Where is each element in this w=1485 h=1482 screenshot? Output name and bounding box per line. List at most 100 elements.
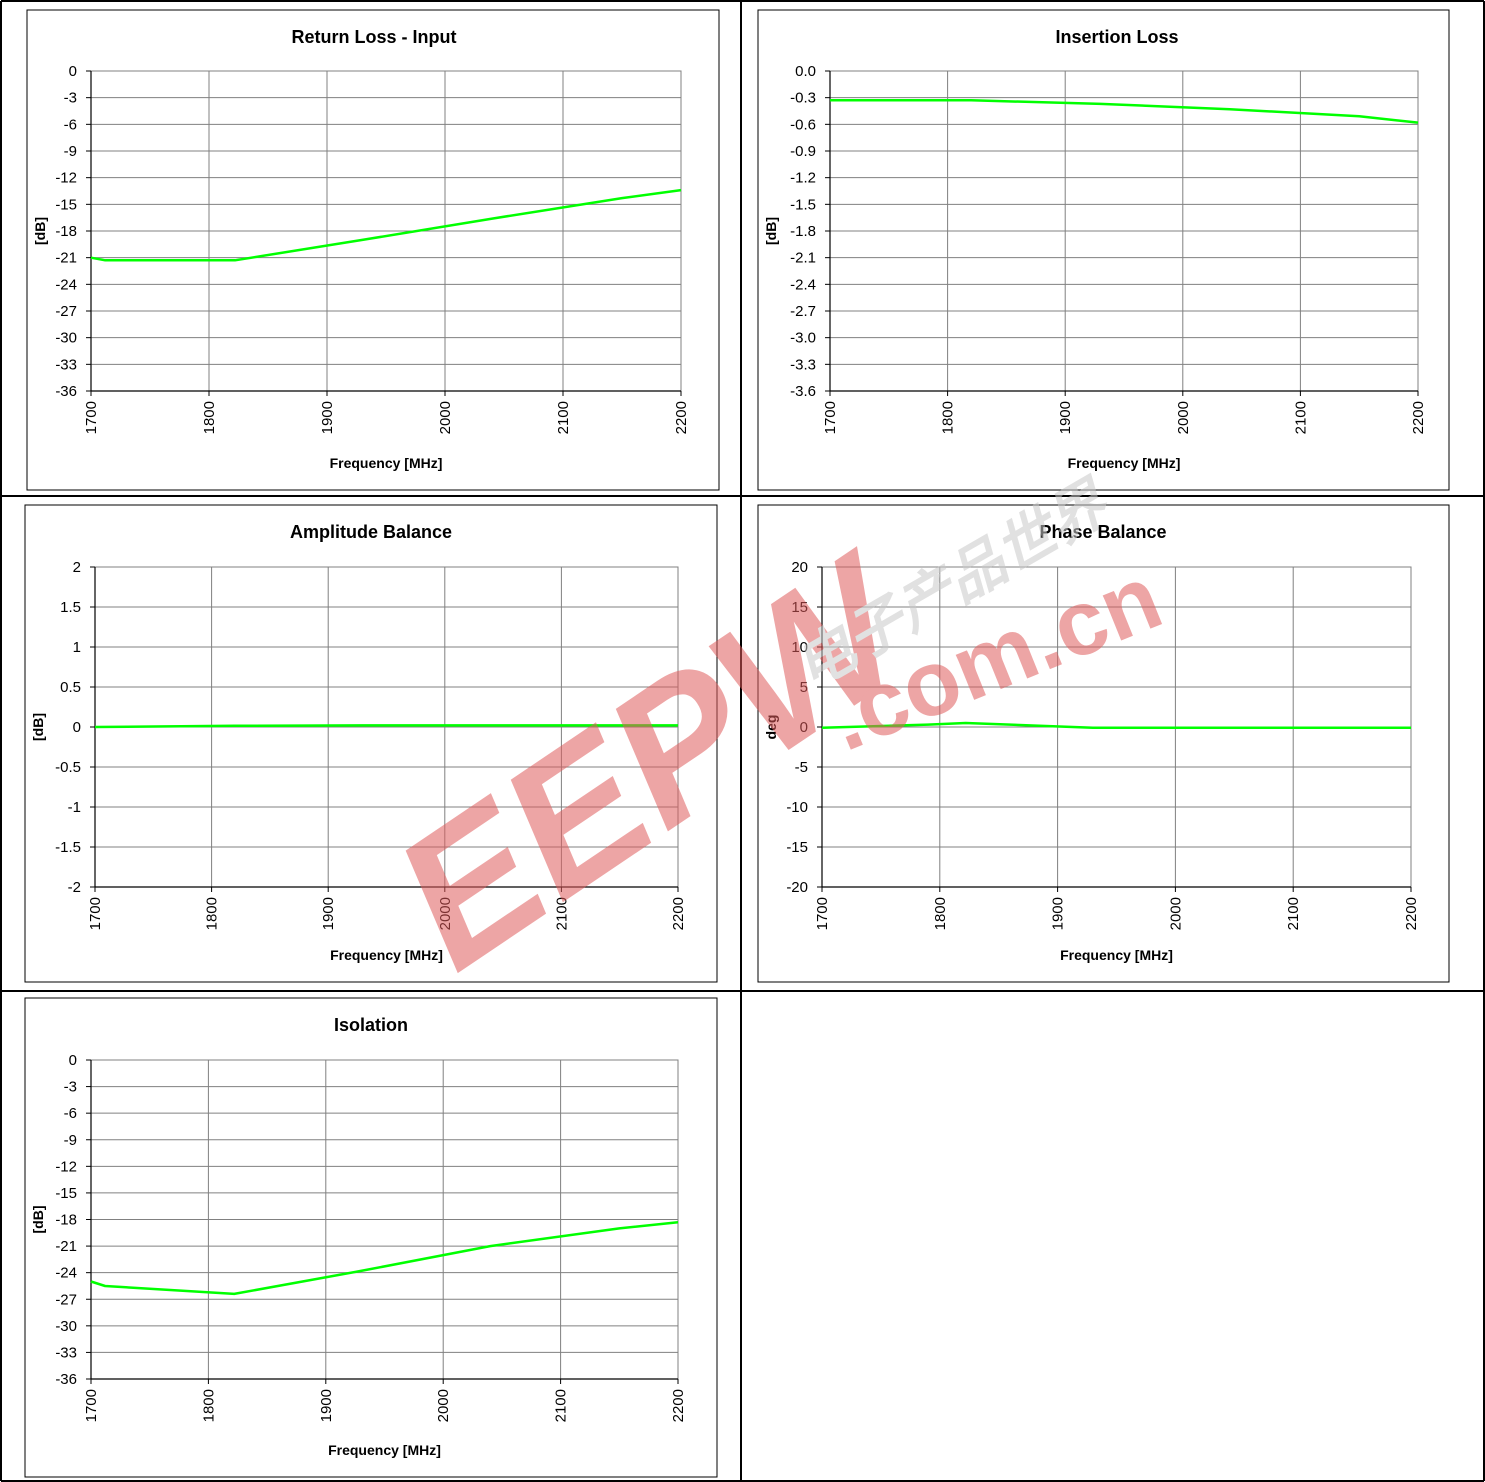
x-tick-label: 1800 [200, 1389, 217, 1422]
y-tick-label: -3 [64, 90, 77, 107]
y-tick-label: 1 [73, 639, 81, 656]
y-tick-label: -2.7 [790, 303, 816, 320]
chart-frame [757, 9, 1450, 491]
x-axis-title: Frequency [MHz] [330, 455, 443, 471]
x-tick-label: 2100 [1285, 897, 1302, 930]
y-axis-title: deg [763, 715, 779, 740]
x-tick-label: 1900 [1057, 401, 1074, 434]
chart-title: Isolation [334, 1015, 408, 1035]
x-tick-label: 2200 [1410, 401, 1427, 434]
y-tick-label: -12 [55, 1158, 77, 1175]
chart-3: 2 1.5 1 0.5 0 -0.5 -1 -1.5 -2 1700 1800 1900 2000 210… [24, 504, 718, 983]
y-tick-label: -2.4 [790, 276, 816, 293]
chart-1: 0 -3 -6 -9 -12 -15 -18 -21 -24 -27 -30 -33 -36 1700 18… [26, 9, 720, 491]
chart-title: Phase Balance [1039, 522, 1166, 542]
y-tick-label: -9 [64, 1132, 77, 1149]
y-tick-label: -0.5 [55, 759, 81, 776]
x-tick-label: 1800 [204, 897, 221, 930]
x-tick-label: 2000 [435, 1389, 452, 1422]
chart-frame [24, 504, 718, 983]
x-tick-label: 2100 [553, 897, 570, 930]
y-tick-label: -1.5 [790, 196, 816, 213]
y-tick-label: 2 [73, 559, 81, 576]
y-tick-label: -27 [55, 1291, 77, 1308]
y-tick-label: -24 [55, 1265, 77, 1282]
y-tick-label: 1.5 [60, 599, 81, 616]
x-axis-title: Frequency [MHz] [330, 947, 443, 963]
y-tick-label: -18 [55, 223, 77, 240]
y-tick-label: -1.8 [790, 223, 816, 240]
y-tick-label: -27 [55, 303, 77, 320]
y-tick-label: 5 [800, 679, 808, 696]
y-tick-label: -1.5 [55, 839, 81, 856]
chart-2: 0.0 -0.3 -0.6 -0.9 -1.2 -1.5 -1.8 -2.1 -2.4 -2.7 -… [757, 9, 1450, 491]
chart-4: 20 15 10 5 0 -5 -10 -15 -20 1700 1800 1900 2000 2100 2… [757, 504, 1450, 983]
y-tick-label: -24 [55, 276, 77, 293]
y-tick-label: -3.3 [790, 356, 816, 373]
x-tick-label: 2100 [555, 401, 572, 434]
x-tick-label: 2200 [670, 1389, 687, 1422]
y-tick-label: -15 [55, 196, 77, 213]
x-tick-label: 2100 [553, 1389, 570, 1422]
y-tick-label: -6 [64, 116, 77, 133]
x-axis-title: Frequency [MHz] [1060, 947, 1173, 963]
y-tick-label: -0.3 [790, 90, 816, 107]
y-tick-label: -0.6 [790, 116, 816, 133]
y-tick-label: -33 [55, 1344, 77, 1361]
y-tick-label: -36 [55, 1371, 77, 1388]
x-tick-label: 2000 [1175, 401, 1192, 434]
chart-title: Amplitude Balance [290, 522, 452, 542]
y-tick-label: -30 [55, 1318, 77, 1335]
y-axis-title: [dB] [30, 713, 46, 741]
y-tick-label: -15 [55, 1185, 77, 1202]
y-tick-label: -18 [55, 1212, 77, 1229]
y-tick-label: -33 [55, 356, 77, 373]
x-tick-label: 2200 [673, 401, 690, 434]
chart-title: Insertion Loss [1055, 27, 1178, 47]
y-tick-label: 0 [800, 719, 808, 736]
x-tick-label: 1800 [201, 401, 218, 434]
x-axis-title: Frequency [MHz] [1068, 455, 1181, 471]
x-tick-label: 1700 [822, 401, 839, 434]
x-tick-label: 1700 [83, 401, 100, 434]
series-line [94, 724, 678, 729]
chart-title: Return Loss - Input [292, 27, 457, 47]
y-tick-label: -12 [55, 170, 77, 187]
x-tick-label: 1900 [1050, 897, 1067, 930]
y-tick-label: -2.1 [790, 250, 816, 267]
x-axis-title: Frequency [MHz] [328, 1442, 441, 1458]
x-tick-label: 2100 [1292, 401, 1309, 434]
x-tick-label: 1700 [814, 897, 831, 930]
x-tick-label: 2000 [437, 401, 454, 434]
y-axis-title: [dB] [32, 217, 48, 245]
y-tick-label: 10 [791, 639, 808, 656]
chart-5: 0 -3 -6 -9 -12 -15 -18 -21 -24 -27 -30 -33 -36 1700 18… [24, 997, 718, 1478]
y-tick-label: -3.6 [790, 383, 816, 400]
y-axis-title: [dB] [30, 1206, 46, 1234]
y-tick-label: -20 [786, 879, 808, 896]
series-line [821, 721, 1411, 730]
y-tick-label: -30 [55, 330, 77, 347]
y-tick-label: -3.0 [790, 330, 816, 347]
x-tick-label: 1900 [318, 1389, 335, 1422]
y-tick-label: -36 [55, 383, 77, 400]
x-tick-label: 2200 [1403, 897, 1420, 930]
y-tick-label: 20 [791, 559, 808, 576]
x-tick-label: 2000 [437, 897, 454, 930]
x-tick-label: 1700 [83, 1389, 100, 1422]
y-tick-label: -21 [55, 250, 77, 267]
y-tick-label: -3 [64, 1079, 77, 1096]
chart-frame [26, 9, 720, 491]
y-tick-label: -9 [64, 143, 77, 160]
y-tick-label: 0.5 [60, 679, 81, 696]
y-tick-label: -6 [64, 1105, 77, 1122]
y-tick-label: -15 [786, 839, 808, 856]
x-tick-label: 1800 [932, 897, 949, 930]
y-tick-label: 0 [69, 63, 77, 80]
x-tick-label: 2200 [670, 897, 687, 930]
y-tick-label: 0 [69, 1052, 77, 1069]
chart-frame [757, 504, 1450, 983]
y-tick-label: -0.9 [790, 143, 816, 160]
x-tick-label: 1900 [319, 401, 336, 434]
